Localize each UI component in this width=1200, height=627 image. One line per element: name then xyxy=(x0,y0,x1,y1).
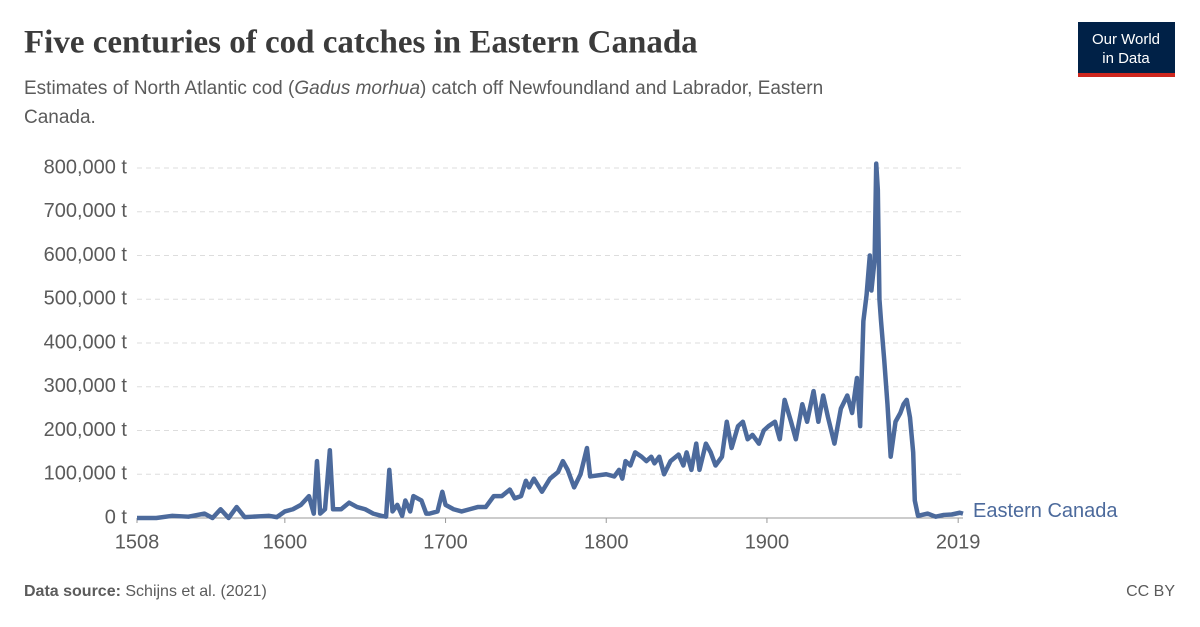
license: CC BY xyxy=(1126,583,1175,600)
y-tick-label: 800,000 t xyxy=(44,156,128,178)
x-tick-label: 1800 xyxy=(584,531,629,553)
series-label: Eastern Canada xyxy=(973,500,1118,522)
logo-bar xyxy=(1078,73,1175,77)
y-tick-label: 100,000 t xyxy=(44,463,128,485)
y-tick-label: 200,000 t xyxy=(44,419,128,441)
source-label: Data source: xyxy=(24,583,121,600)
chart-title: Five centuries of cod catches in Eastern… xyxy=(24,25,698,61)
y-tick-label: 300,000 t xyxy=(44,375,128,397)
subtitle-part: ) catch off Newfoundland and Labrador, E… xyxy=(420,78,823,99)
x-tick-label: 1600 xyxy=(263,531,308,553)
y-tick-label: 600,000 t xyxy=(44,244,128,266)
subtitle-part: Estimates of North Atlantic cod ( xyxy=(24,78,295,99)
y-tick-label: 500,000 t xyxy=(44,288,128,310)
source: Data source: Schijns et al. (2021) xyxy=(24,583,267,600)
x-tick-label: 1700 xyxy=(423,531,468,553)
subtitle: Canada. xyxy=(24,107,96,128)
logo-text: Our World xyxy=(1092,31,1160,48)
y-tick-label: 0 t xyxy=(105,506,128,528)
logo-text: in Data xyxy=(1102,50,1150,67)
x-tick-label: 1508 xyxy=(115,531,160,553)
subtitle: Estimates of North Atlantic cod (Gadus m… xyxy=(24,78,823,99)
x-tick-label: 2019 xyxy=(936,531,981,553)
y-tick-label: 700,000 t xyxy=(44,200,128,222)
source-text: Schijns et al. (2021) xyxy=(125,583,266,600)
line xyxy=(137,161,964,521)
y-tick-label: 400,000 t xyxy=(44,331,128,353)
logo xyxy=(1078,22,1175,75)
subtitle-part: Gadus morhua xyxy=(294,78,420,99)
x-tick-label: 1900 xyxy=(745,531,790,553)
